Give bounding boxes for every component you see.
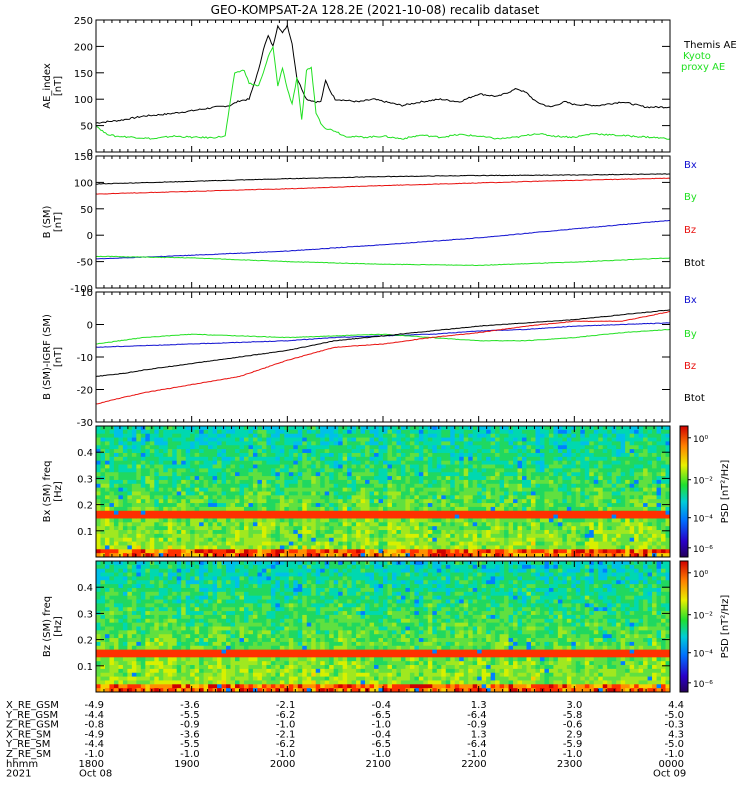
y-tick-label: 0.3 [77, 474, 93, 485]
plot-area [96, 292, 670, 422]
y-tick-label: 100 [74, 178, 93, 189]
plot-area [96, 156, 670, 288]
legend-label: Bx [684, 295, 697, 306]
legend-label: Bz [684, 361, 696, 372]
colorbar-tick-label: 10⁻⁴ [693, 650, 713, 660]
colorbar [680, 561, 688, 692]
y-tick-label: -30 [77, 418, 93, 429]
panel-3: Bx By Bz Btot -30 -20 -10 0 10 B (SM)-IGRF (SM)[n… [42, 288, 705, 429]
y-axis-label: B (SM)[nT] [42, 205, 64, 238]
y-tick-label: 0.4 [77, 583, 93, 594]
legend-label: Btot [684, 393, 705, 404]
year-label: 2021 [6, 769, 31, 780]
colorbar-tick-label: 10⁻² [693, 477, 713, 487]
panel-4: 0.1 0.2 0.3 0.4 Bx (SM) freq[Hz] 10⁰ 10⁻² 10⁻⁴ 1… [42, 426, 731, 557]
y-tick-label: 0.4 [77, 448, 93, 459]
colorbar-tick-label: 10⁰ [693, 435, 708, 445]
y-axis-label: Bz (SM) freq[Hz] [42, 596, 64, 657]
y-tick-label: 0 [87, 321, 93, 332]
y-tick-label: 10 [80, 288, 93, 299]
y-tick-label: 0.2 [77, 501, 93, 512]
y-tick-label: 200 [74, 42, 93, 53]
y-tick-label: 0.1 [77, 662, 93, 673]
y-tick-label: 50 [80, 205, 93, 216]
y-tick-label: 50 [80, 122, 93, 133]
y-tick-label: 0.2 [77, 636, 93, 647]
colorbar-tick-label: 10⁻² [693, 612, 713, 622]
legend-label: By [684, 329, 697, 340]
legend-label: Themis AE [683, 40, 737, 51]
legend-label: Btot [684, 258, 705, 269]
colorbar-tick-label: 10⁻⁴ [693, 515, 713, 525]
ephemeris-value: 2200 [461, 759, 486, 770]
legend-label: Bx [684, 160, 697, 171]
y-axis-label: AE_index[nT] [42, 63, 64, 109]
y-tick-label: -20 [77, 386, 93, 397]
y-tick-label: 0.1 [77, 527, 93, 538]
colorbar-tick-label: 10⁰ [693, 570, 708, 580]
plot-area [96, 20, 670, 152]
colorbar-label: PSD [nT²/Hz] [720, 460, 731, 524]
y-tick-label: 150 [74, 152, 93, 163]
ephemeris-value: 2100 [366, 759, 391, 770]
ephemeris-value: 1900 [174, 759, 199, 770]
spectrogram [96, 561, 670, 692]
date-label-right: Oct 09 [653, 769, 686, 780]
y-tick-label: 100 [74, 95, 93, 106]
ephemeris-value: 2300 [557, 759, 582, 770]
colorbar [680, 426, 688, 557]
y-tick-label: 0.3 [77, 609, 93, 620]
y-tick-label: 150 [74, 69, 93, 80]
panel-5: 0.1 0.2 0.3 0.4 Bz (SM) freq[Hz] 10⁰ 10⁻² 10⁻⁴ 1… [42, 561, 731, 692]
y-tick-label: -50 [77, 258, 93, 269]
chart-title: GEO-KOMPSAT-2A 128.2E (2021-10-08) recal… [211, 3, 540, 17]
y-tick-label: -10 [77, 353, 93, 364]
legend-label: Bz [684, 225, 696, 236]
ephemeris-value: 2000 [270, 759, 295, 770]
spectrogram [96, 426, 670, 557]
colorbar-tick-label: 10⁻⁶ [693, 545, 713, 555]
colorbar-label: PSD [nT²/Hz] [720, 595, 731, 659]
y-axis-label: B (SM)-IGRF (SM)[nT] [42, 314, 64, 400]
colorbar-tick-label: 10⁻⁶ [693, 680, 713, 690]
legend-label: By [684, 192, 697, 203]
date-label-left: Oct 08 [79, 769, 112, 780]
y-tick-label: 250 [74, 16, 93, 27]
y-axis-label: Bx (SM) freq[Hz] [42, 461, 64, 523]
y-tick-label: 0 [87, 231, 93, 242]
